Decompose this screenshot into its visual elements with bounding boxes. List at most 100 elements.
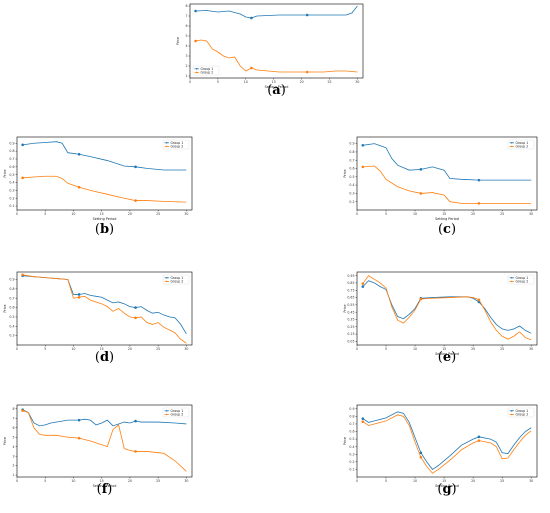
legend-box — [192, 65, 220, 76]
caption-letter: e — [442, 350, 452, 365]
caption-b: (b) — [94, 222, 115, 237]
chart-d: 0 5 10 15 20 25 30 0.3 0.4 0.5 0.6 0.7 0.8 0.9 Price Gr… — [3, 271, 193, 351]
data-point-group-2 — [77, 185, 81, 189]
data-point-group-2 — [477, 298, 481, 302]
y-tick-label: 0.75 — [347, 288, 354, 292]
y-axis-label: Price — [343, 304, 347, 312]
y-tick-label: 0.4 — [349, 445, 354, 449]
series-line-group-1 — [22, 141, 187, 171]
x-tick-label: 10 — [71, 212, 75, 216]
y-tick-label: 0.35 — [347, 318, 354, 322]
y-tick-label: 0.7 — [9, 157, 14, 161]
y-tick-label: 0.1 — [9, 204, 14, 208]
x-tick-label: 30 — [529, 347, 533, 351]
x-tick-label: 0 — [16, 347, 18, 351]
caption-g: (g) — [437, 482, 457, 497]
data-point-group-2 — [134, 450, 137, 453]
y-tick-label: 1 — [12, 473, 14, 477]
x-tick-label: 10 — [413, 347, 417, 351]
legend-label: Group 2 — [171, 413, 184, 417]
x-tick-label: 20 — [300, 80, 304, 84]
x-tick-label: 0 — [356, 479, 358, 483]
y-tick-label: 0.5 — [9, 315, 14, 319]
legend-marker — [165, 277, 168, 279]
legend-box — [162, 274, 190, 285]
y-tick-label: 0.3 — [9, 334, 14, 338]
y-tick-label: 0.3 — [349, 452, 354, 456]
y-tick-label: 0.45 — [347, 310, 354, 314]
data-point-group-1 — [77, 418, 81, 422]
data-point-group-2 — [134, 316, 137, 320]
axes-frame — [356, 404, 538, 478]
y-tick-label: 0.4 — [349, 183, 354, 187]
series-line-group-1 — [362, 280, 532, 334]
x-tick-label: 5 — [385, 479, 387, 483]
x-tick-label: 20 — [128, 212, 132, 216]
data-point-group-2 — [361, 282, 365, 285]
y-tick-label: 0.4 — [9, 181, 14, 185]
y-tick-label: 0.7 — [349, 158, 354, 162]
legend-marker — [510, 413, 513, 416]
data-point-group-1 — [361, 285, 365, 288]
x-tick-label: 15 — [100, 347, 104, 351]
x-tick-label: 5 — [385, 347, 387, 351]
x-axis-label: Setting Period — [435, 484, 459, 488]
legend-box — [162, 139, 190, 150]
data-point-group-1 — [361, 143, 365, 147]
y-tick-label: 0.6 — [349, 167, 354, 171]
series-line-group-1 — [362, 143, 532, 181]
x-tick-label: 10 — [244, 80, 248, 84]
data-point-group-1 — [477, 435, 481, 439]
x-tick-label: 30 — [529, 479, 533, 483]
y-axis-label: Price — [176, 37, 180, 45]
x-tick-label: 10 — [71, 479, 75, 483]
axes-frame — [16, 404, 193, 478]
x-axis-label: Setting Period — [435, 217, 459, 221]
x-tick-label: 0 — [356, 212, 358, 216]
data-point-group-1 — [419, 168, 423, 171]
chart-c: 0 5 10 15 20 25 30 0.2 0.3 0.4 0.5 0.6 0.7 0.8 0.9 Sett… — [343, 136, 538, 221]
data-point-group-1 — [134, 419, 137, 423]
y-tick-label: 0.3 — [9, 188, 14, 192]
y-tick-label: 3 — [185, 54, 187, 58]
data-point-group-1 — [134, 165, 137, 169]
y-axis-label: Price — [3, 437, 7, 445]
y-tick-label: 5 — [185, 34, 187, 38]
x-tick-label: 25 — [500, 347, 504, 351]
y-tick-label: 0.7 — [349, 422, 354, 426]
y-tick-label: 0.4 — [9, 324, 14, 328]
x-axis-label: Setting Period — [265, 85, 289, 89]
legend-marker — [165, 142, 168, 144]
legend-label: Group 1 — [201, 67, 214, 71]
x-tick-label: 15 — [100, 479, 104, 483]
x-tick-label: 20 — [471, 479, 475, 483]
y-tick-label: 0.8 — [349, 150, 354, 154]
data-point-group-2 — [419, 297, 423, 301]
series-line-group-2 — [22, 410, 187, 472]
y-tick-label: 1 — [185, 74, 187, 78]
y-tick-label: 0.1 — [349, 468, 354, 472]
y-axis-label: Price — [343, 169, 347, 177]
legend-label: Group 2 — [516, 413, 529, 417]
legend-label: Group 2 — [516, 280, 529, 284]
caption-letter: d — [99, 350, 110, 365]
x-tick-label: 5 — [44, 347, 46, 351]
y-tick-label: 0.2 — [9, 196, 14, 200]
legend-marker — [165, 280, 168, 283]
y-tick-label: 0.9 — [349, 407, 354, 411]
y-tick-label: 6 — [12, 426, 14, 430]
legend-marker — [510, 142, 513, 144]
x-tick-label: 0 — [16, 212, 18, 216]
y-tick-label: 0.25 — [347, 325, 354, 329]
x-tick-label: 20 — [128, 347, 132, 351]
axes-frame — [16, 271, 193, 346]
y-tick-label: 0.9 — [9, 278, 14, 282]
data-point-group-2 — [419, 192, 423, 195]
y-tick-label: 2 — [185, 64, 187, 68]
legend-marker — [165, 145, 168, 148]
series-line-group-2 — [362, 275, 532, 341]
data-point-group-2 — [305, 70, 309, 74]
